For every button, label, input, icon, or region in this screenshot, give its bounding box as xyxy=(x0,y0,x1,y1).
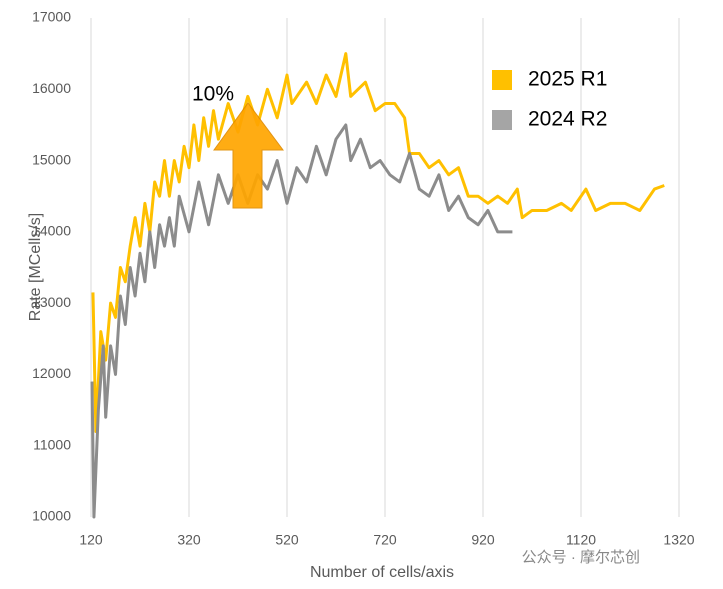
y-tick-label: 12000 xyxy=(32,365,71,381)
legend-label: 2024 R2 xyxy=(528,108,607,131)
y-tick-label: 16000 xyxy=(32,80,71,96)
annotation: 10% xyxy=(192,83,234,106)
plot-area: 120 320 520 720 920 1120 1320 10000 11000 12000 13… xyxy=(32,9,695,548)
x-tick-label: 120 xyxy=(79,532,103,548)
x-axis-title: Number of cells/axis xyxy=(310,564,454,581)
x-tick-label: 520 xyxy=(275,532,299,548)
y-tick-label: 15000 xyxy=(32,151,71,167)
x-tick-label: 1320 xyxy=(663,532,694,548)
y-tick-label: 13000 xyxy=(32,294,71,310)
arrow xyxy=(213,102,284,209)
legend-swatch xyxy=(492,70,512,90)
y-tick-label: 14000 xyxy=(32,223,71,239)
x-tick-label: 320 xyxy=(177,532,201,548)
y-tick-label: 10000 xyxy=(32,508,71,524)
watermark: 公众号 · 摩尔芯创 xyxy=(522,548,640,566)
legend-swatch xyxy=(492,110,512,130)
y-axis-title: Rate [MCells/s] xyxy=(27,213,44,321)
x-tick-label: 1120 xyxy=(566,532,596,548)
y-tick-label: 11000 xyxy=(33,436,71,452)
x-tick-label: 720 xyxy=(373,532,397,548)
legend-label: 2025 R1 xyxy=(528,68,607,91)
y-tick-label: 17000 xyxy=(32,9,71,25)
x-tick-label: 920 xyxy=(471,532,495,548)
series-line xyxy=(91,52,665,433)
